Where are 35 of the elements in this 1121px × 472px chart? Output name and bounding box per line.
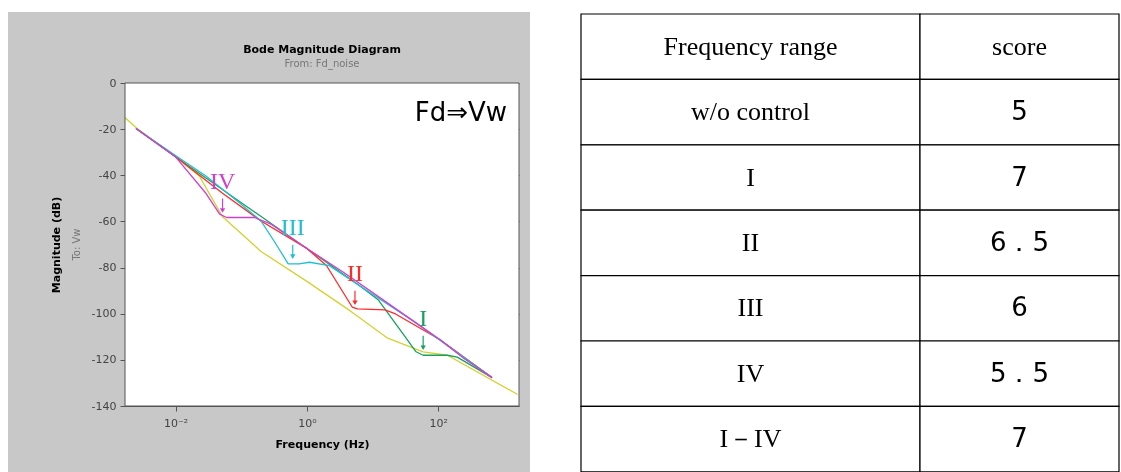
chart-title: Bode Magnitude Diagram	[243, 43, 401, 56]
annotation: I	[419, 304, 428, 331]
y-tick-label: -140	[91, 399, 117, 413]
annotation: IV	[209, 167, 236, 194]
text: 7	[1011, 423, 1028, 454]
chart-subtitle: From: Fd_noise	[284, 58, 360, 70]
category-label: II	[741, 227, 760, 257]
y-axis-title: Magnitude (dB)	[49, 196, 63, 294]
annotation: III	[280, 213, 305, 240]
x-axis-title: Frequency (Hz)	[275, 437, 370, 451]
x-tick-label: 10⁰	[298, 416, 318, 430]
category-label: I－IV	[719, 424, 782, 454]
x-tick-label: 10⁻²	[163, 416, 189, 430]
text: 5	[1011, 96, 1028, 127]
category-label: w/o control	[690, 97, 811, 127]
y-tick-label: -40	[98, 168, 117, 182]
category-label: IV	[736, 358, 765, 388]
y-tick-label: -120	[91, 353, 117, 367]
text: 7	[1011, 161, 1028, 192]
y-tick-label: -80	[98, 261, 117, 275]
annotation: Fd⇒Vw	[414, 97, 507, 127]
text: 5．5	[989, 357, 1050, 388]
text: 6．5	[989, 226, 1050, 257]
text: Frequency range	[663, 31, 838, 61]
y-tick-label: -100	[91, 307, 117, 321]
text: To: Vw	[71, 228, 82, 262]
category-label: I	[746, 162, 755, 192]
annotation: II	[346, 259, 363, 286]
x-tick-label: 10²	[429, 416, 448, 430]
y-tick-label: -20	[98, 122, 117, 136]
text: 6	[1011, 292, 1028, 323]
y-tick-label: -60	[98, 214, 117, 228]
y-tick-label: 0	[109, 76, 117, 90]
text: score	[992, 31, 1047, 61]
category-label: III	[737, 293, 764, 323]
